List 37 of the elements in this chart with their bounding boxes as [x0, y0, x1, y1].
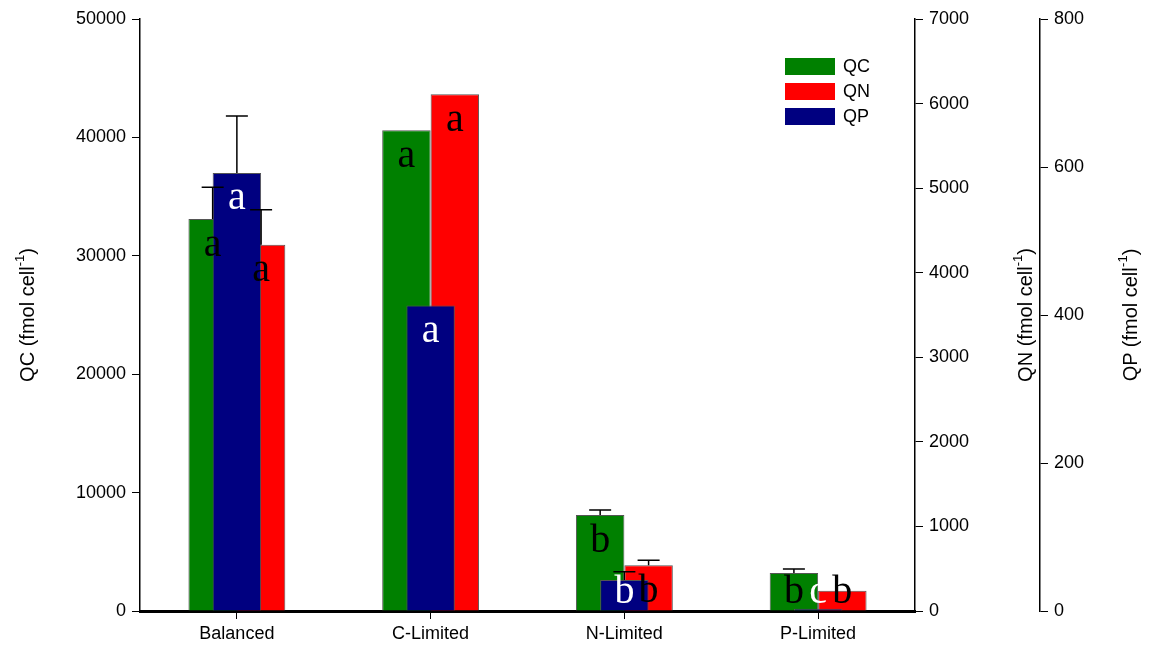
legend-label: QC	[843, 55, 870, 76]
y2-tick-label: 4000	[929, 261, 970, 282]
data-label: b	[783, 567, 804, 612]
y-tick-label: 40000	[75, 126, 126, 147]
y3-axis-title: QP (fmol cell-1)	[1114, 248, 1141, 382]
y3-tick-label: 400	[1054, 303, 1085, 324]
y3-tick-label: 0	[1054, 599, 1065, 620]
y2-tick-label: 7000	[929, 7, 970, 28]
data-label: a	[397, 130, 416, 176]
legend-label: QN	[843, 80, 870, 101]
y2-tick-label: 3000	[929, 346, 970, 367]
y2-tick-label: 6000	[929, 92, 970, 113]
x-tick-label: N-Limited	[585, 622, 663, 643]
x-tick-label: Balanced	[199, 622, 275, 643]
data-label: a	[421, 305, 440, 351]
y3-tick-label: 800	[1054, 7, 1085, 28]
data-label: a	[445, 94, 464, 140]
y2-tick-label: 2000	[929, 430, 970, 451]
data-label: b	[638, 565, 659, 611]
y-tick-label: 30000	[75, 244, 126, 265]
x-tick-label: P-Limited	[780, 622, 857, 643]
y2-tick-label: 5000	[929, 177, 970, 198]
y2-axis-title: QN (fmol cell-1)	[1009, 248, 1036, 382]
data-label: b	[590, 515, 611, 561]
y2-tick-label: 1000	[929, 515, 970, 536]
y2-tick-label: 0	[929, 599, 940, 620]
x-tick-label: C-Limited	[392, 622, 470, 643]
y-tick-label: 50000	[75, 7, 126, 28]
legend-label: QP	[843, 105, 870, 126]
y-tick-label: 0	[115, 599, 126, 620]
y-tick-label: 10000	[75, 481, 126, 502]
y-tick-label: 20000	[75, 363, 126, 384]
y3-tick-label: 600	[1054, 155, 1085, 176]
data-label: b	[614, 567, 635, 612]
y-axis-title: QC (fmol cell-1)	[11, 248, 38, 382]
data-label: a	[227, 173, 246, 219]
y3-tick-label: 200	[1054, 451, 1085, 472]
